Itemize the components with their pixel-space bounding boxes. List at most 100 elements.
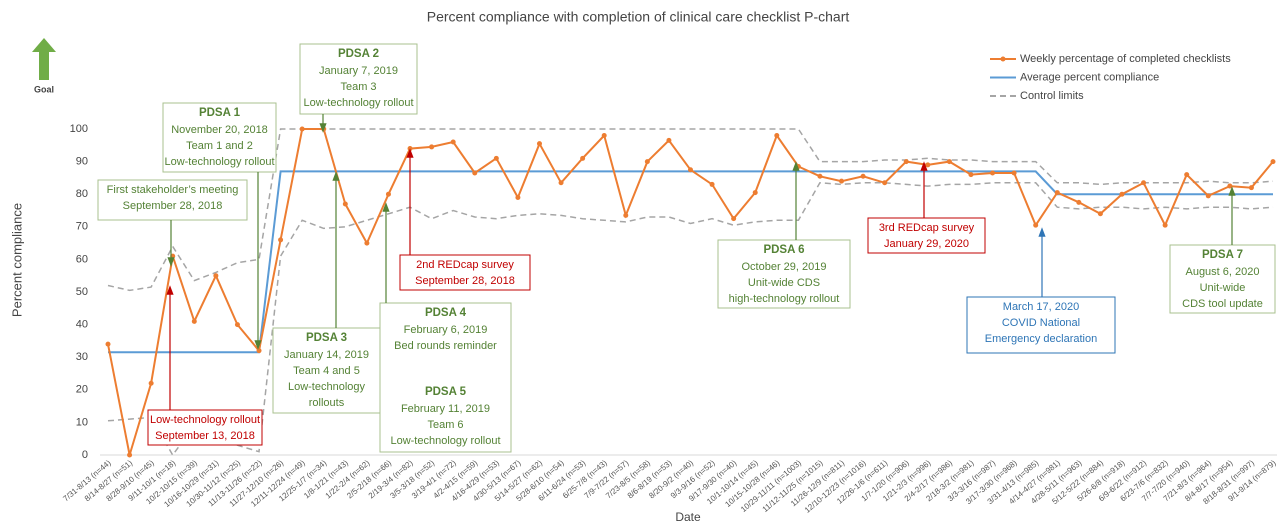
- chart-title: Percent compliance with completion of cl…: [427, 9, 850, 25]
- annotation-box: [147, 409, 263, 446]
- annotation-text: Low-technology rollout: [303, 97, 413, 109]
- point: [903, 159, 909, 165]
- point: [795, 163, 801, 169]
- legend-label: Average percent compliance: [1020, 71, 1159, 83]
- annotation-text: 3rd REDcap survey: [879, 222, 975, 234]
- point: [1184, 172, 1190, 178]
- annotation-box: [272, 327, 381, 414]
- y-tick-label: 30: [76, 351, 88, 363]
- point: [407, 146, 413, 152]
- annotation-text: Bed rounds reminder: [394, 340, 497, 352]
- annotation-heading: PDSA 2: [338, 48, 379, 60]
- point: [299, 126, 305, 132]
- point: [580, 155, 586, 161]
- point: [429, 144, 435, 150]
- annotation-text: First stakeholder’s meeting: [107, 184, 239, 196]
- annotation-text: September 28, 2018: [123, 200, 223, 212]
- annotation-box: [97, 179, 248, 221]
- y-tick-label: 0: [82, 449, 88, 461]
- annotation-text: 2nd REDcap survey: [416, 259, 514, 271]
- annotation-text: Unit-wide: [1200, 282, 1246, 294]
- point: [234, 322, 240, 328]
- point: [925, 162, 931, 168]
- y-tick-label: 70: [76, 221, 88, 233]
- goal-arrow: [32, 38, 56, 80]
- point: [515, 194, 521, 200]
- annotation-text: Low-technology: [288, 381, 366, 393]
- point: [256, 348, 262, 354]
- annotation-text: January 29, 2020: [884, 238, 969, 250]
- annotation-text: COVID National: [1002, 317, 1080, 329]
- point: [968, 172, 974, 178]
- annotation-text: CDS tool update: [1182, 298, 1263, 310]
- point: [191, 318, 197, 324]
- annotation-text: Emergency declaration: [985, 333, 1098, 345]
- annotation-box: [717, 239, 851, 309]
- annotation-text: September 28, 2018: [415, 275, 515, 287]
- point: [1054, 190, 1060, 196]
- point: [1227, 183, 1233, 189]
- annotation-text: November 20, 2018: [171, 124, 268, 136]
- point: [990, 170, 996, 176]
- annotation-heading: PDSA 5: [425, 386, 467, 398]
- annotation-box: [162, 102, 277, 173]
- y-tick-label: 50: [76, 286, 88, 298]
- point: [558, 180, 564, 186]
- point: [1076, 199, 1082, 205]
- point: [601, 133, 607, 139]
- y-tick-label: 100: [70, 123, 88, 135]
- annotation-text: August 6, 2020: [1185, 266, 1259, 278]
- point: [148, 380, 154, 386]
- annotation-text: February 6, 2019: [404, 324, 488, 336]
- point: [709, 181, 715, 187]
- point: [1205, 193, 1211, 199]
- annotation-text: Unit-wide CDS: [748, 277, 820, 289]
- goal-label: Goal: [34, 84, 54, 94]
- annotation-text: Team 3: [340, 81, 376, 93]
- point: [278, 237, 284, 243]
- annotation-box: [966, 296, 1116, 354]
- point: [127, 452, 133, 458]
- y-tick-label: 10: [76, 416, 88, 428]
- point: [1011, 170, 1017, 176]
- x-axis-title: Date: [675, 510, 701, 524]
- annotation-text: Team 1 and 2: [186, 140, 253, 152]
- point: [1248, 185, 1254, 191]
- annotation-text: Low-technology rollout: [164, 156, 274, 168]
- annotation-text: Team 6: [427, 419, 463, 431]
- annotation-text: March 17, 2020: [1003, 301, 1079, 313]
- point: [450, 139, 456, 145]
- point: [1119, 191, 1125, 197]
- series-line-lower: [107, 182, 1274, 457]
- point: [860, 173, 866, 179]
- y-tick-label: 90: [76, 156, 88, 168]
- point: [731, 216, 737, 222]
- point: [472, 170, 478, 176]
- annotation-heading: PDSA 4: [425, 307, 467, 319]
- annotation-text: Low-technology rollout: [150, 414, 260, 426]
- point: [774, 133, 780, 139]
- series-line: [107, 128, 1274, 292]
- annotation-text: September 13, 2018: [155, 430, 255, 442]
- point: [385, 191, 391, 197]
- point: [364, 240, 370, 246]
- legend-label: Weekly percentage of completed checklist…: [1020, 53, 1231, 65]
- annotation-text: January 7, 2019: [319, 65, 398, 77]
- y-tick-label: 60: [76, 253, 88, 265]
- legend-label: Control limits: [1020, 90, 1084, 102]
- annotation-text: Team 4 and 5: [293, 365, 360, 377]
- point: [536, 141, 542, 147]
- annotation-heading: PDSA 6: [763, 244, 804, 256]
- annotation-box: [379, 302, 512, 453]
- annotation-text: January 14, 2019: [284, 349, 369, 361]
- y-axis-title: Percent compliance: [9, 203, 24, 317]
- annotation-heading: PDSA 1: [199, 107, 241, 119]
- legend-marker: [1000, 56, 1006, 62]
- point: [105, 341, 111, 347]
- point: [493, 155, 499, 161]
- annotation-text: Low-technology rollout: [390, 435, 500, 447]
- point: [752, 190, 758, 196]
- point: [213, 273, 219, 279]
- point: [321, 126, 327, 132]
